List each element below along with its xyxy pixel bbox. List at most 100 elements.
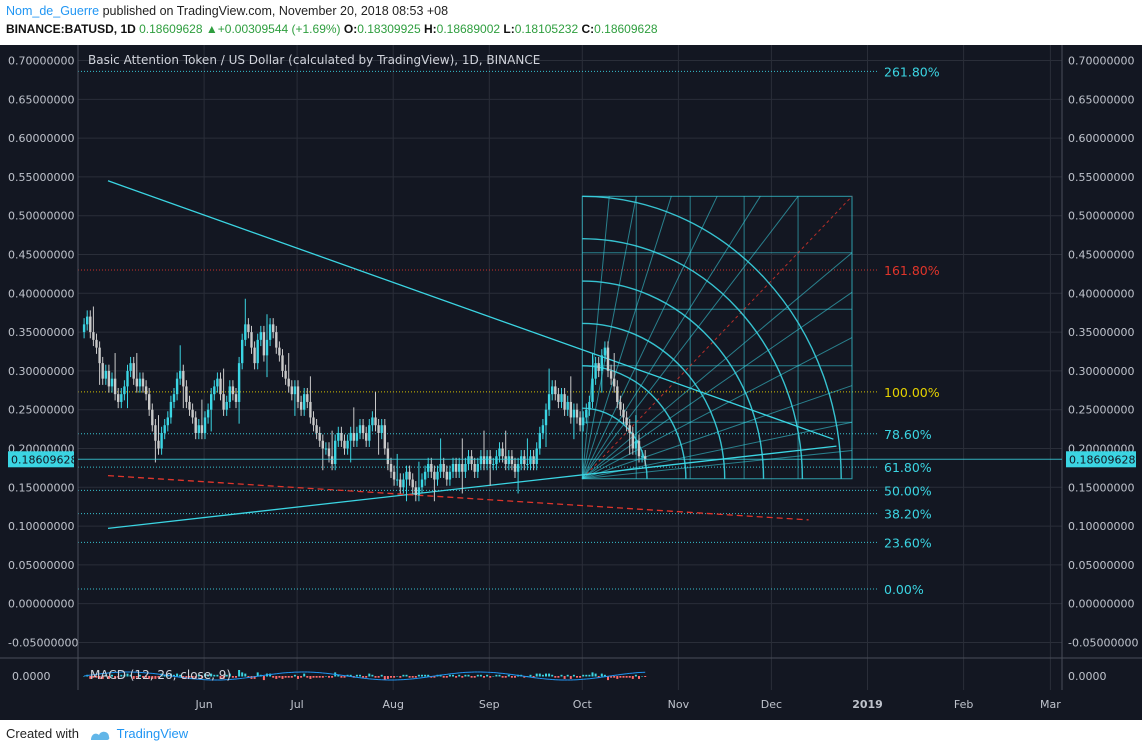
candle-body — [272, 324, 275, 333]
macd-histogram-bar — [200, 676, 203, 678]
candle-body — [346, 440, 349, 449]
macd-histogram-bar — [194, 676, 197, 679]
candle-body — [619, 401, 622, 410]
macd-histogram-bar — [470, 676, 473, 678]
macd-histogram-bar — [120, 674, 123, 677]
macd-histogram-bar — [619, 676, 622, 678]
y-tick-label-left: 0.15000000 — [8, 481, 74, 494]
candle-body — [575, 409, 579, 418]
macd-histogram-bar — [510, 676, 513, 678]
macd-histogram-bar — [321, 676, 324, 678]
fib-level-label: 161.80% — [884, 263, 940, 278]
macd-histogram-bar — [359, 674, 361, 677]
macd-histogram-bar — [89, 676, 92, 679]
candle-body — [544, 409, 548, 426]
macd-histogram-bar — [368, 673, 371, 677]
gann-arc — [582, 195, 842, 479]
macd-histogram-bar — [337, 674, 340, 677]
macd-histogram-bar — [411, 676, 414, 678]
candle-body — [157, 440, 160, 449]
macd-histogram-bar — [566, 674, 569, 677]
candle-body — [129, 363, 132, 371]
candle-body — [377, 425, 380, 433]
candle-body — [358, 425, 362, 433]
macd-histogram-bar — [247, 676, 250, 678]
macd-histogram-bar — [489, 676, 492, 678]
macd-histogram-bar — [399, 676, 402, 678]
macd-zero-tick-left: 0.0000 — [12, 670, 51, 683]
candle-body — [138, 378, 142, 387]
gann-fan-line — [582, 291, 853, 480]
candle-body — [293, 386, 297, 395]
candle-body — [467, 456, 470, 465]
macd-histogram-bar — [417, 674, 420, 677]
macd-histogram-bar — [554, 676, 557, 678]
macd-histogram-bar — [340, 676, 343, 678]
y-tick-label-right: 0.65000000 — [1068, 93, 1134, 106]
y-tick-label-right: 0.05000000 — [1068, 559, 1134, 572]
macd-histogram-bar — [495, 674, 498, 677]
y-tick-label-left: 0.00000000 — [8, 598, 74, 611]
candle-body — [399, 479, 402, 488]
author-link[interactable]: Nom_de_Guerre — [6, 4, 100, 18]
x-tick-label: 2019 — [852, 698, 883, 711]
macd-histogram-bar — [284, 676, 287, 678]
macd-histogram-bar — [104, 674, 107, 677]
y-tick-label-left: 0.50000000 — [8, 210, 74, 223]
candle-body — [151, 409, 154, 426]
gann-fan-line — [581, 196, 799, 480]
macd-histogram-bar — [483, 676, 485, 678]
candle-body — [82, 324, 86, 333]
candle-body — [640, 456, 644, 458]
x-tick-label: Jun — [195, 698, 213, 711]
candle-body — [113, 378, 117, 395]
candle-body — [461, 464, 464, 472]
candle-body — [144, 386, 148, 395]
macd-histogram-bar — [362, 676, 365, 678]
candle-body — [644, 456, 647, 460]
macd-histogram-bar — [197, 674, 200, 677]
candle-body — [597, 363, 600, 371]
macd-histogram-bar — [324, 676, 327, 677]
candle-body — [386, 448, 390, 465]
candle-body — [504, 456, 507, 465]
y-tick-label-left: 0.05000000 — [8, 559, 74, 572]
macd-histogram-bar — [98, 676, 101, 679]
candle-body — [107, 370, 111, 387]
candle-body — [210, 394, 213, 410]
candle-body — [591, 378, 594, 402]
candle-body — [259, 332, 262, 340]
candle-body — [278, 347, 281, 356]
y-tick-label-left: 0.65000000 — [8, 93, 74, 106]
tradingview-link[interactable]: TradingView — [116, 726, 189, 741]
y-tick-label-right: 0.50000000 — [1068, 210, 1134, 223]
gann-fan-line — [581, 252, 853, 480]
candle-body — [148, 394, 151, 410]
macd-histogram-bar — [545, 673, 547, 677]
high-label: H: — [423, 22, 437, 36]
macd-histogram-bar — [600, 673, 603, 677]
candle-body — [637, 440, 641, 457]
gann-fan-line — [581, 196, 637, 479]
macd-histogram-bar — [355, 674, 358, 677]
candle-body — [563, 394, 566, 410]
candle-body — [185, 386, 188, 402]
gann-arc — [582, 237, 804, 479]
fib-level-label: 100.00% — [884, 385, 940, 400]
left-axis-panel — [0, 45, 78, 690]
candle-body — [603, 347, 607, 356]
candle-body — [132, 363, 135, 379]
candle-body — [588, 401, 591, 410]
macd-histogram-bar — [393, 676, 396, 678]
candle-body — [284, 370, 287, 379]
candle-body — [427, 464, 430, 472]
macd-histogram-bar — [613, 676, 616, 678]
candle-body — [436, 471, 439, 480]
candle-body — [585, 409, 588, 418]
fib-level-label: 0.00% — [884, 582, 924, 597]
last-price-badge-right — [1066, 451, 1136, 468]
macd-histogram-bar — [445, 676, 448, 678]
macd-histogram-bar — [272, 676, 275, 678]
macd-histogram-bar — [641, 676, 644, 677]
